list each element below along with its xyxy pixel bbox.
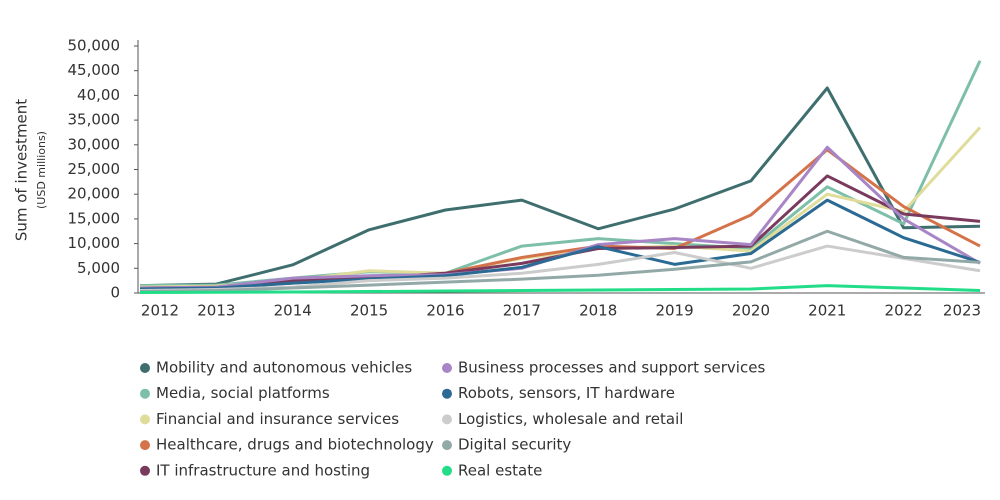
legend-marker: [140, 440, 150, 451]
y-axis-sublabel: (USD millions): [35, 131, 48, 209]
legend-marker: [140, 465, 150, 476]
series-line: [139, 126, 982, 289]
y-tick-label: 25,000: [68, 160, 121, 178]
x-tick-label: 2022: [885, 302, 923, 320]
legend-label: Healthcare, drugs and biotechnology: [156, 436, 434, 454]
x-tick-label: 2015: [350, 302, 388, 320]
legend-marker: [140, 363, 150, 373]
legend-label: Financial and insurance services: [156, 410, 399, 428]
x-tick-label: 2018: [579, 302, 617, 320]
legend-marker: [140, 388, 150, 399]
legend-label: IT infrastructure and hosting: [156, 461, 370, 479]
y-tick-label: 10,000: [68, 234, 121, 252]
legend-label: Media, social platforms: [156, 384, 330, 402]
x-tick-label: 2021: [808, 302, 846, 320]
y-tick-label: 35,000: [68, 111, 121, 129]
x-tick-label: 2019: [655, 302, 693, 320]
x-tick-label: 2020: [732, 302, 770, 320]
y-tick-label: 0: [110, 284, 120, 302]
legend-label: Business processes and support services: [458, 359, 765, 377]
legend-label: Robots, sensors, IT hardware: [458, 384, 675, 402]
y-tick-label: 20,000: [68, 185, 121, 203]
series-line: [139, 86, 981, 288]
legend-marker: [442, 363, 452, 373]
y-tick-label: 50,000: [68, 37, 121, 55]
x-tick-label: 2023: [943, 302, 981, 320]
y-tick-label: 5,000: [77, 259, 120, 277]
y-tick-label: 45,000: [68, 61, 121, 79]
legend-marker: [442, 388, 452, 399]
legend-marker: [140, 414, 150, 425]
x-tick-label: 2016: [426, 302, 464, 320]
legend-label: Digital security: [458, 436, 571, 454]
x-tick-label: 2017: [503, 302, 541, 320]
legend-marker: [442, 414, 452, 425]
x-tick-label: 2012: [141, 302, 179, 320]
series-line: [139, 284, 981, 295]
legend-marker: [442, 465, 452, 476]
series-line: [139, 229, 981, 294]
legend-marker: [442, 440, 452, 451]
legend-label: Mobility and autonomous vehicles: [156, 359, 412, 377]
y-axis-label: Sum of investment: [13, 99, 31, 241]
x-tick-label: 2014: [274, 302, 312, 320]
x-tick-label: 2013: [197, 302, 235, 320]
legend-label: Logistics, wholesale and retail: [458, 410, 683, 428]
series-line: [139, 198, 981, 291]
y-tick-label: 40,00: [77, 86, 120, 104]
legend-label: Real estate: [458, 461, 542, 479]
y-tick-label: 15,000: [68, 209, 121, 227]
y-tick-label: 30,000: [68, 135, 121, 153]
